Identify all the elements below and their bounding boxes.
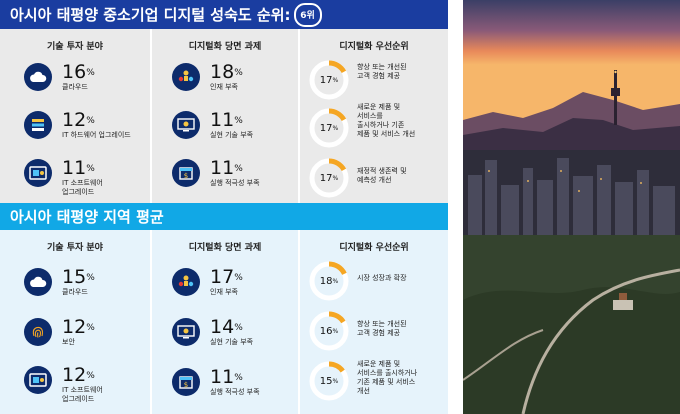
metric-item: 11% 실현 기술 부족 [152,109,298,149]
metric-label: IT 소프트웨어 업그레이드 [62,179,103,196]
priority-value: 16% [319,325,339,337]
priority-item: 17% 향상 또는 개선된 고객 경험 제공 [300,59,448,103]
column-header: 디지털화 당면 과제 [188,243,262,253]
priority-item: 16% 향상 또는 개선된 고객 경험 제공 [300,310,448,354]
priority-item: 18% 시장 성장과 확장 [300,260,448,304]
metric-value: 12% [62,316,95,338]
progress-ring [309,361,349,401]
metric-value: 14% [210,316,243,338]
metric-label: IT 소프트웨어 업그레이드 [62,386,103,403]
metric-label: 실행 적극성 부족 [210,179,260,187]
metric-label: 실현 기술 부족 [210,131,254,139]
priority-label: 재정적 생존력 및 예측성 개선 [357,167,407,184]
infographic: 아시아 태평양 중소기업 디지털 성숙도 순위: 6위 기술 투자 분야 16%… [0,0,448,414]
metric-value: 16% [62,61,95,83]
monitor-tools-icon [172,318,200,346]
metric-value: 18% [210,61,243,83]
metric-item: 18% 인재 부족 [152,61,298,101]
metric-value: 11% [210,109,243,131]
calendar-money-icon: $ [172,368,200,396]
priority-value: 18% [319,275,339,287]
metric-label: 클라우드 [62,83,88,91]
svg-text:$: $ [184,381,188,389]
region-challenges-panel: 디지털화 당면 과제 17% 인재 부족 14% 실현 기술 부족 $ 11% … [152,230,298,414]
sme-priorities-panel: 디지털화 우선순위 17% 향상 또는 개선된 고객 경험 제공 17% 새로운… [300,29,448,203]
priority-item: 15% 새로운 제품 및 서비스를 출시하거나 기존 제품 및 서비스 개선 [300,360,448,404]
priority-value: 15% [319,375,339,387]
people-icon [172,268,200,296]
server-stack-icon [24,111,52,139]
metric-label: 실행 적극성 부족 [210,388,260,396]
metric-value: 12% [62,364,95,386]
progress-ring [309,108,349,148]
rank-badge: 6위 [293,2,322,27]
column-header: 디지털화 우선순위 [339,42,409,52]
priority-value: 17% [319,122,339,134]
column-header: 기술 투자 분야 [47,243,103,253]
svg-text:$: $ [184,172,188,180]
fingerprint-icon [24,318,52,346]
metric-label: 보안 [62,338,75,346]
metric-value: 11% [210,366,243,388]
metric-item: 14% 실현 기술 부족 [152,316,298,356]
metric-label: 인재 부족 [210,288,238,296]
cloud-icon [24,63,52,91]
software-window-icon [24,366,52,394]
priority-item: 17% 새로운 제품 및 서비스를 출시하거나 기존 제품 및 서비스 개선 [300,103,448,151]
priority-label: 향상 또는 개선된 고객 경험 제공 [357,63,407,80]
priority-label: 새로운 제품 및 서비스를 출시하거나 기존 제품 및 서비스 개선 [357,360,418,395]
cloud-icon [24,268,52,296]
priority-label: 새로운 제품 및 서비스를 출시하거나 기존 제품 및 서비스 개선 [357,103,416,138]
calendar-money-icon: $ [172,159,200,187]
software-window-icon [24,159,52,187]
metric-label: 실현 기술 부족 [210,338,254,346]
progress-ring [309,60,349,100]
metric-item: $ 11% 실행 적극성 부족 [152,366,298,406]
region-banner: 아시아 태평양 지역 평균 [0,203,448,230]
sme-title: 아시아 태평양 중소기업 디지털 성숙도 순위: [10,6,291,24]
metric-item: 12% 보안 [0,316,150,356]
priority-label: 시장 성장과 확장 [357,274,407,282]
metric-item: 11% IT 소프트웨어 업그레이드 [0,157,150,197]
metric-item: 15% 클라우드 [0,266,150,306]
region-title: 아시아 태평양 지역 평균 [10,208,164,226]
people-icon [172,63,200,91]
metric-item: 12% IT 하드웨어 업그레이드 [0,109,150,149]
priority-item: 17% 재정적 생존력 및 예측성 개선 [300,157,448,201]
progress-ring [309,158,349,198]
metric-item: 12% IT 소프트웨어 업그레이드 [0,364,150,404]
metric-item: 16% 클라우드 [0,61,150,101]
priority-value: 17% [319,172,339,184]
metric-item: $ 11% 실행 적극성 부족 [152,157,298,197]
region-tech-investment-panel: 기술 투자 분야 15% 클라우드 12% 보안 12% IT 소프트웨어 업그… [0,230,150,414]
metric-value: 15% [62,266,95,288]
sme-challenges-panel: 디지털화 당면 과제 18% 인재 부족 11% 실현 기술 부족 $ 11% … [152,29,298,203]
column-header: 디지털화 우선순위 [339,243,409,253]
metric-label: 클라우드 [62,288,88,296]
priority-value: 17% [319,74,339,86]
column-header: 기술 투자 분야 [47,42,103,52]
progress-ring [309,261,349,301]
priority-label: 향상 또는 개선된 고객 경험 제공 [357,320,407,337]
metric-value: 11% [210,157,243,179]
metric-label: IT 하드웨어 업그레이드 [62,131,131,139]
sme-tech-investment-panel: 기술 투자 분야 16% 클라우드 12% IT 하드웨어 업그레이드 11% … [0,29,150,203]
metric-value: 17% [210,266,243,288]
metric-label: 인재 부족 [210,83,238,91]
monitor-tools-icon [172,111,200,139]
region-priorities-panel: 디지털화 우선순위 18% 시장 성장과 확장 16% 향상 또는 개선된 고객… [300,230,448,414]
metric-value: 12% [62,109,95,131]
sme-banner: 아시아 태평양 중소기업 디지털 성숙도 순위: 6위 [0,0,448,29]
metric-item: 17% 인재 부족 [152,266,298,306]
column-header: 디지털화 당면 과제 [188,42,262,52]
metric-value: 11% [62,157,95,179]
city-skyline-photo [463,0,680,414]
progress-ring [309,311,349,351]
